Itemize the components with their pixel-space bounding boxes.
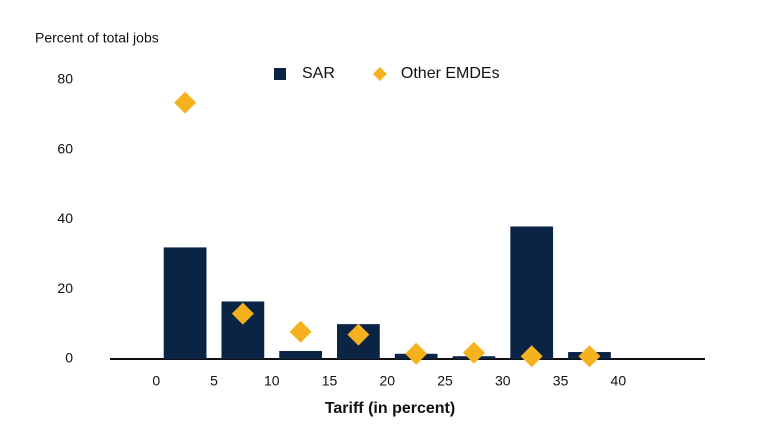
diamond-marker (578, 345, 601, 368)
legend-label: Other EMDEs (401, 65, 500, 82)
x-tick-label: 20 (379, 373, 395, 389)
x-tick-label: 15 (322, 373, 338, 389)
legend-label: SAR (302, 65, 335, 82)
diamond-marker (231, 302, 254, 325)
x-tick-label: 40 (611, 373, 627, 389)
y-tick-label: 20 (57, 280, 73, 296)
bar (279, 350, 323, 359)
bar (510, 226, 554, 359)
diamond-marker (289, 320, 312, 343)
x-tick-label: 10 (264, 373, 280, 389)
diamond-marker (405, 342, 428, 365)
x-tick-label: 0 (152, 373, 160, 389)
y-tick-label: 80 (57, 71, 73, 87)
y-tick-label: 40 (57, 210, 73, 226)
x-tick-label: 25 (437, 373, 453, 389)
legend-swatch (274, 68, 286, 80)
diamond-marker (347, 323, 370, 346)
y-tick-label: 60 (57, 140, 73, 156)
x-tick-label: 35 (553, 373, 569, 389)
bar (163, 247, 207, 359)
legend-swatch (372, 67, 387, 81)
x-tick-label: 5 (210, 373, 218, 389)
x-axis-title: Tariff (in percent) (325, 400, 455, 417)
diamond-marker (520, 345, 543, 368)
y-axis-title: Percent of total jobs (35, 30, 159, 46)
diamond-marker (174, 91, 197, 114)
diamond-marker (462, 341, 485, 364)
x-tick-label: 30 (495, 373, 511, 389)
y-tick-label: 0 (65, 350, 73, 366)
